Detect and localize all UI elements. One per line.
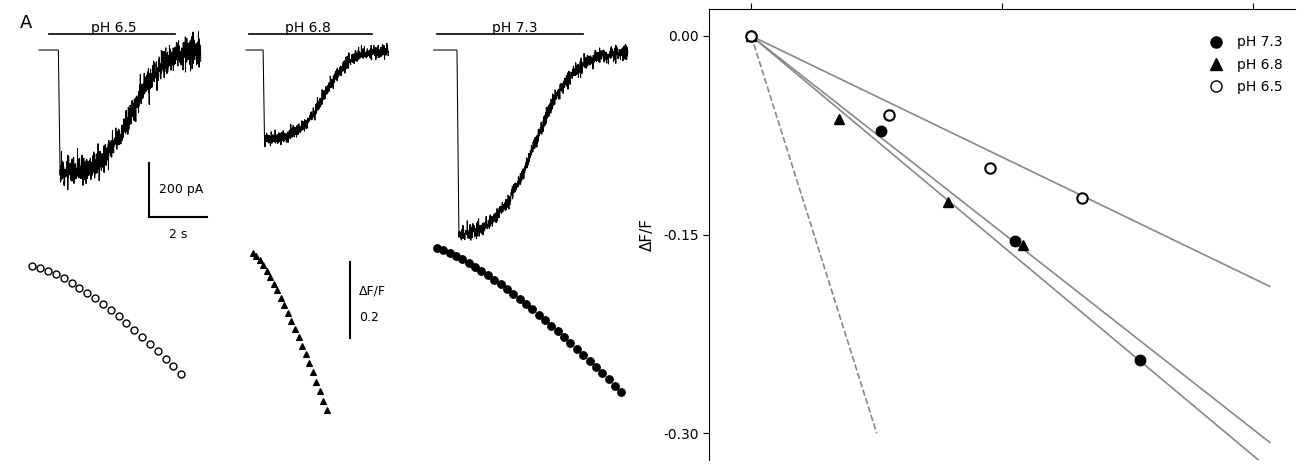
- Y-axis label: ΔF/F: ΔF/F: [640, 218, 655, 251]
- Text: pH 6.8: pH 6.8: [285, 21, 331, 35]
- Text: pH 6.5: pH 6.5: [90, 21, 136, 35]
- Text: A: A: [20, 14, 31, 32]
- Text: 0.2: 0.2: [360, 311, 379, 324]
- Legend: pH 7.3, pH 6.8, pH 6.5: pH 7.3, pH 6.8, pH 6.5: [1197, 30, 1288, 100]
- Text: ΔF/F: ΔF/F: [360, 284, 386, 297]
- Text: 2 s: 2 s: [169, 228, 187, 241]
- Text: 200 pA: 200 pA: [158, 183, 203, 196]
- Text: pH 7.3: pH 7.3: [492, 21, 538, 35]
